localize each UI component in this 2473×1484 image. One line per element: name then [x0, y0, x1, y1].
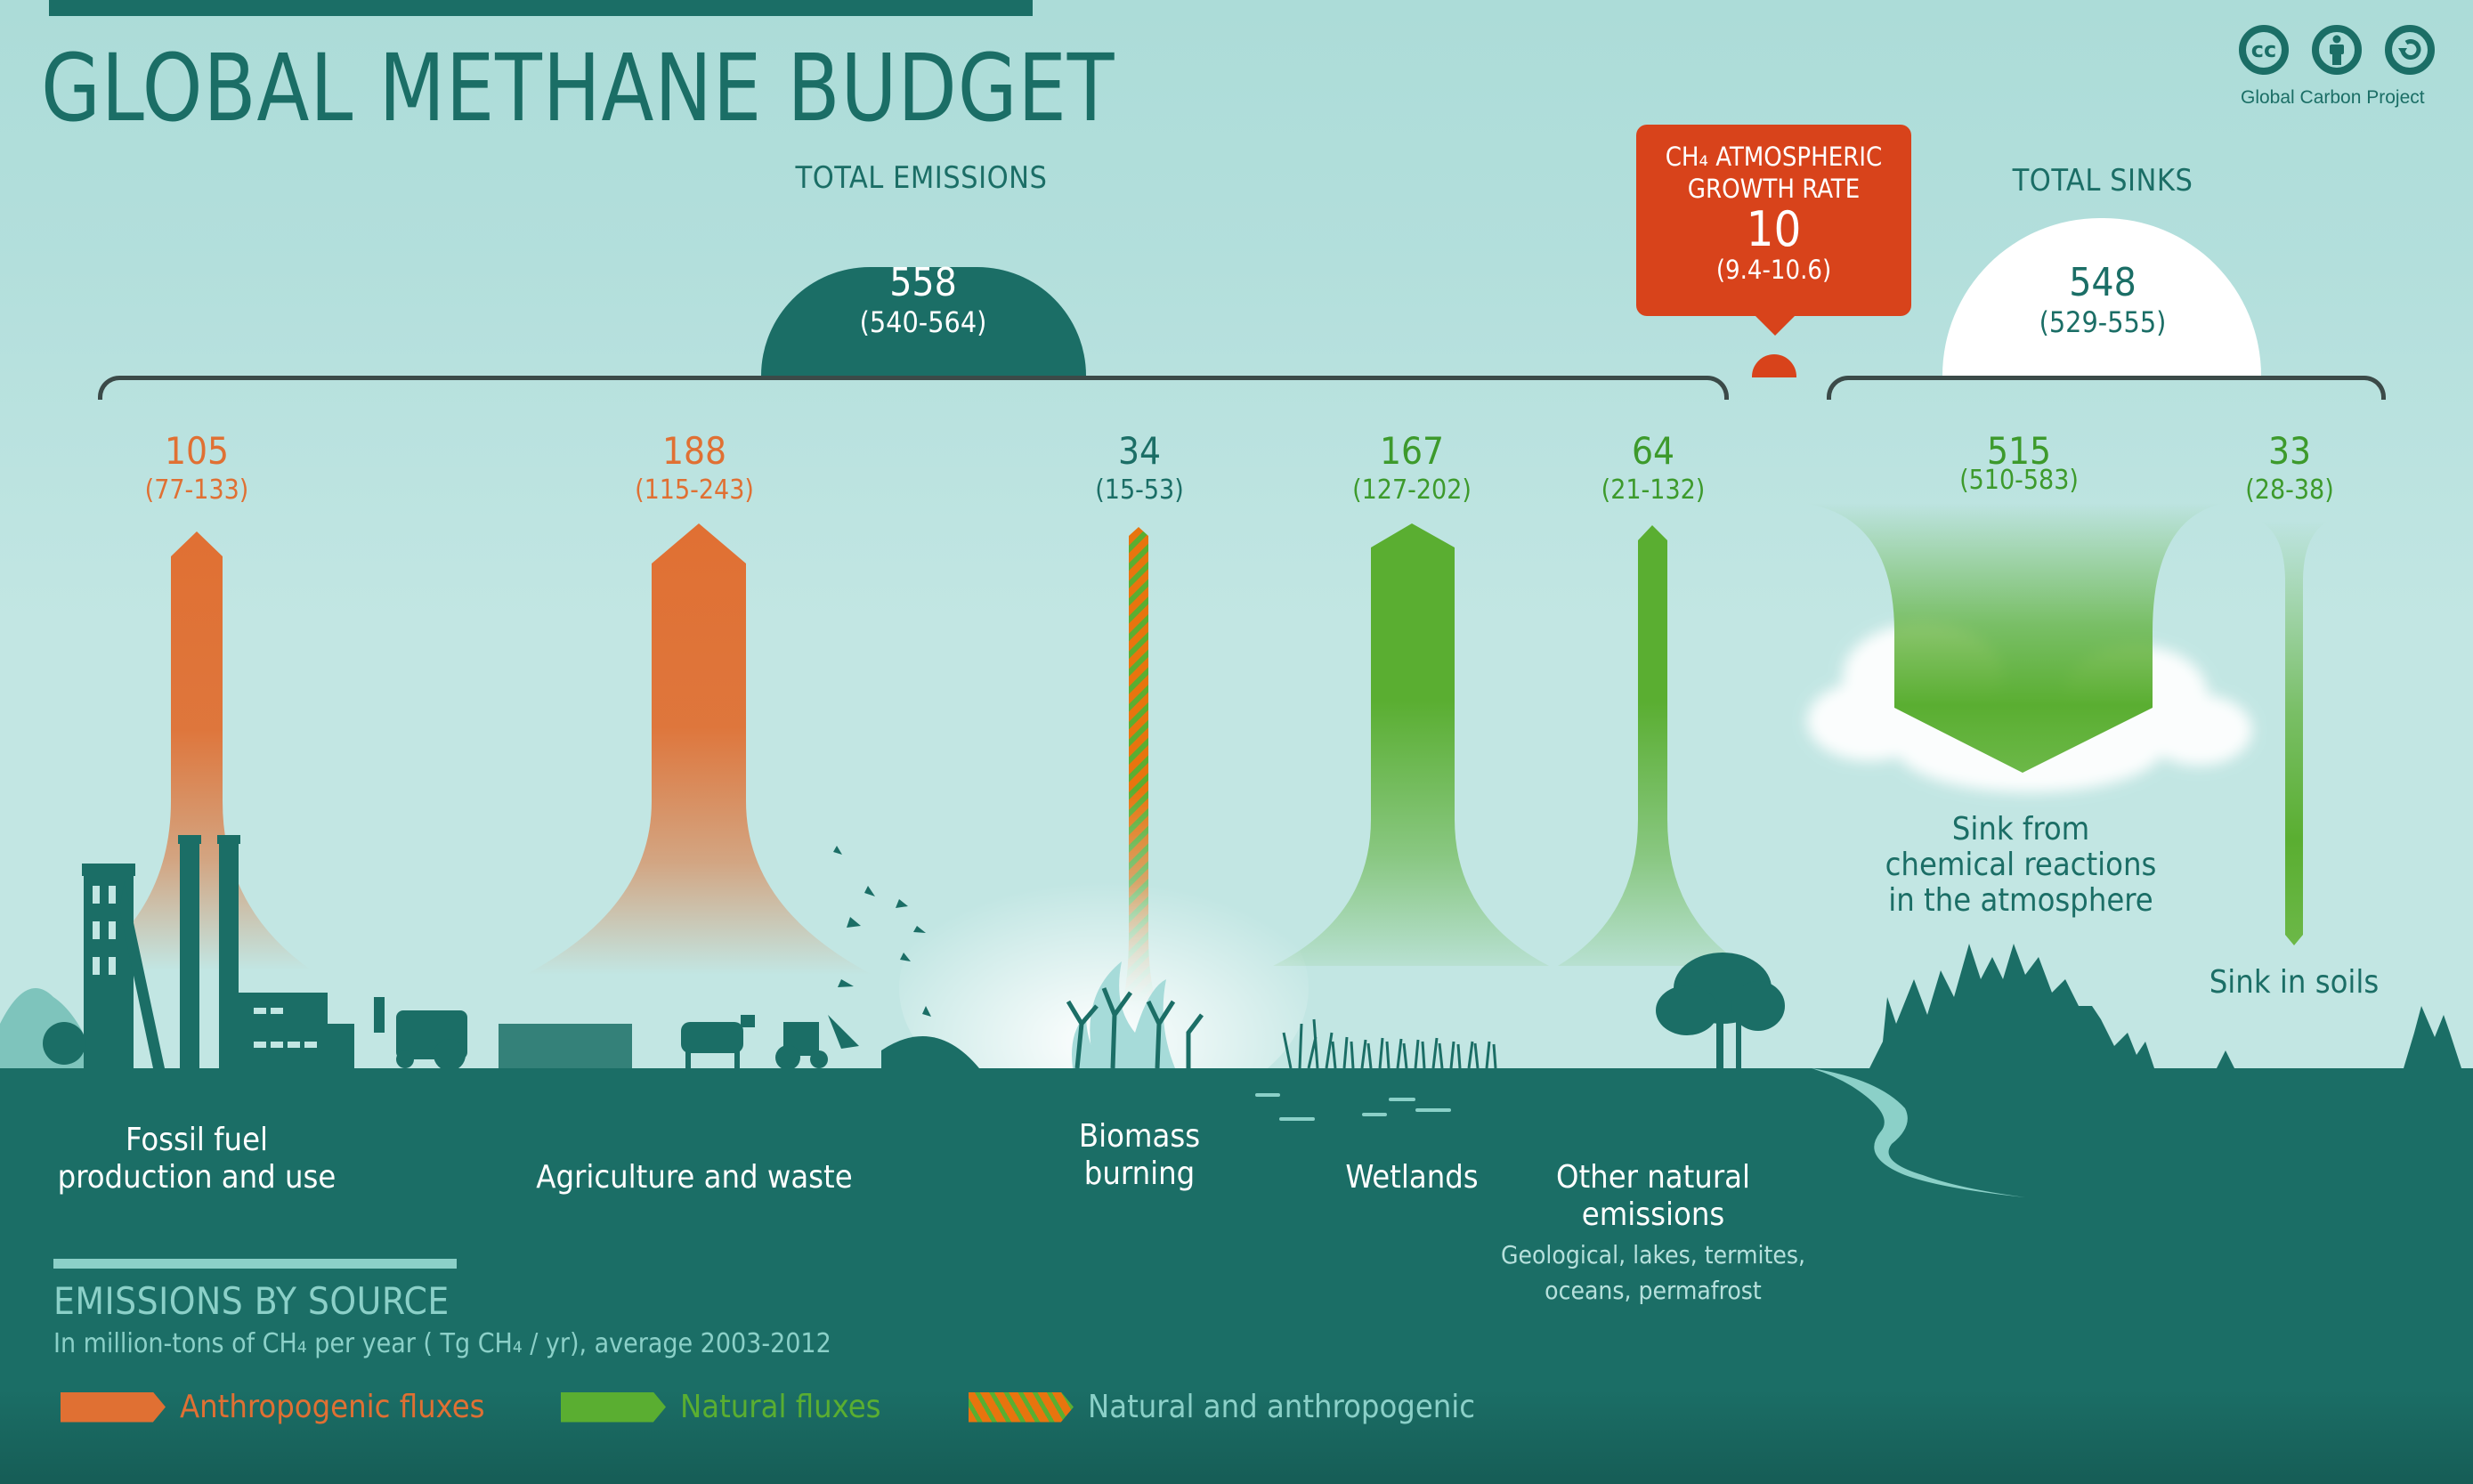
other-natural-arrow	[1558, 525, 1745, 966]
mixed-swatch-icon	[969, 1391, 1074, 1423]
wetlands-value: 167	[1379, 429, 1445, 473]
forest-silhouette	[1869, 944, 2461, 1068]
fossil-value: 105	[164, 429, 230, 473]
cc-icon: cc	[2239, 25, 2289, 75]
soil-sink-range: (28-38)	[2245, 474, 2334, 506]
burnt-trees-silhouette	[1066, 987, 1204, 1069]
natural-swatch-icon	[561, 1391, 666, 1423]
other-natural-range: (21-132)	[1601, 474, 1706, 506]
biomass-range: (15-53)	[1095, 474, 1184, 506]
other-natural-label-line1: Other natural	[1555, 1159, 1750, 1196]
other-natural-value: 64	[1631, 429, 1675, 473]
biomass-value: 34	[1117, 429, 1162, 473]
legend-accent-bar	[53, 1259, 457, 1269]
share-alike-icon	[2385, 25, 2435, 75]
agriculture-silhouette	[374, 997, 979, 1071]
chemical-sink-label-line3: in the atmosphere	[1888, 882, 2153, 919]
other-natural-label: Other natural emissions Geological, lake…	[1501, 1159, 1805, 1309]
total-sinks-value: 548	[2069, 260, 2137, 305]
fossil-label: Fossil fuel production and use	[58, 1122, 336, 1196]
growth-rate-label-1: CH₄ ATMOSPHERIC	[1665, 142, 1883, 172]
total-sinks-range: (529-555)	[2039, 305, 2167, 339]
growth-callout-pointer	[1754, 314, 1796, 336]
growth-rate-value: 10	[1746, 201, 1802, 257]
legend-subtitle: In million-tons of CH₄ per year ( Tg CH₄…	[53, 1328, 831, 1359]
soil-sink-value: 33	[2267, 429, 2312, 473]
attribution-icon	[2312, 25, 2362, 75]
chemical-sink-arrow	[1803, 503, 2226, 773]
chemical-sink-label-line2: chemical reactions	[1885, 847, 2157, 883]
tree-silhouette	[1656, 953, 1785, 1068]
chemical-sink-label: Sink from chemical reactions in the atmo…	[1885, 812, 2157, 919]
legend-label-anthropogenic: Anthropogenic fluxes	[180, 1389, 485, 1425]
other-natural-sub-line2: oceans, permafrost	[1545, 1276, 1762, 1305]
total-emissions-range: (540-564)	[859, 305, 987, 339]
birds-silhouette	[833, 846, 931, 1017]
biomass-label-line1: Biomass	[1078, 1118, 1201, 1155]
chemical-sink-range: (510-583)	[1959, 465, 2079, 496]
legend-title: EMISSIONS BY SOURCE	[53, 1279, 450, 1323]
legend-label-natural: Natural fluxes	[680, 1389, 881, 1425]
biomass-label: Biomass burning	[1079, 1118, 1200, 1193]
total-emissions-label: TOTAL EMISSIONS	[795, 160, 1048, 196]
person-icon	[2330, 35, 2344, 65]
fossil-arrow	[82, 531, 312, 970]
organization-name: Global Carbon Project	[2241, 87, 2425, 108]
agriculture-arrow	[525, 523, 872, 975]
chemical-sink-label-line1: Sink from	[1951, 811, 2090, 847]
growth-rate-callout: CH₄ ATMOSPHERIC GROWTH RATE 10 (9.4-10.6…	[1636, 125, 1911, 316]
fossil-label-line2: production and use	[57, 1159, 336, 1196]
share-alike-arrow-icon	[2398, 39, 2421, 60]
total-sinks-label: TOTAL SINKS	[2012, 163, 2193, 199]
page-title: GLOBAL METHANE BUDGET	[41, 34, 1115, 142]
chemical-sink-value: 515	[1986, 429, 2052, 473]
agriculture-range: (115-243)	[635, 474, 754, 506]
total-emissions-dome	[761, 267, 1086, 376]
fossil-label-line1: Fossil fuel	[125, 1122, 269, 1158]
sinks-bracket	[1827, 376, 2386, 400]
legend-item-mixed: Natural and anthropogenic	[969, 1389, 1475, 1425]
emissions-bracket	[98, 376, 1729, 400]
anthropogenic-swatch-icon	[61, 1391, 166, 1423]
growth-rate-label-2: GROWTH RATE	[1687, 174, 1861, 204]
wetlands-arrow	[1273, 523, 1549, 966]
agriculture-value: 188	[661, 429, 727, 473]
wetland-water	[1255, 1093, 1451, 1121]
agriculture-label: Agriculture and waste	[536, 1159, 853, 1196]
industry-silhouette	[43, 835, 354, 1068]
other-natural-sub-line1: Geological, lakes, termites,	[1500, 1240, 1806, 1269]
ground-shade	[0, 1389, 2473, 1484]
soil-sink-label: Sink in soils	[2209, 964, 2380, 1001]
legend-label-mixed: Natural and anthropogenic	[1088, 1389, 1476, 1425]
growth-rate-range: (9.4-10.6)	[1715, 255, 1832, 285]
soil-sink-arrow	[2259, 521, 2329, 945]
total-emissions-value: 558	[889, 260, 957, 305]
wetlands-label: Wetlands	[1345, 1159, 1479, 1196]
legend-item-anthropogenic: Anthropogenic fluxes	[61, 1389, 485, 1425]
wetlands-range: (127-202)	[1352, 474, 1472, 506]
biomass-label-line2: burning	[1083, 1156, 1196, 1192]
cc-icon-text: cc	[2250, 37, 2277, 62]
fossil-range: (77-133)	[144, 474, 249, 506]
header-accent-bar	[49, 0, 1033, 16]
legend-item-natural: Natural fluxes	[561, 1389, 881, 1425]
other-natural-label-line2: emissions	[1581, 1196, 1725, 1233]
wetland-grass	[1282, 1018, 1497, 1069]
